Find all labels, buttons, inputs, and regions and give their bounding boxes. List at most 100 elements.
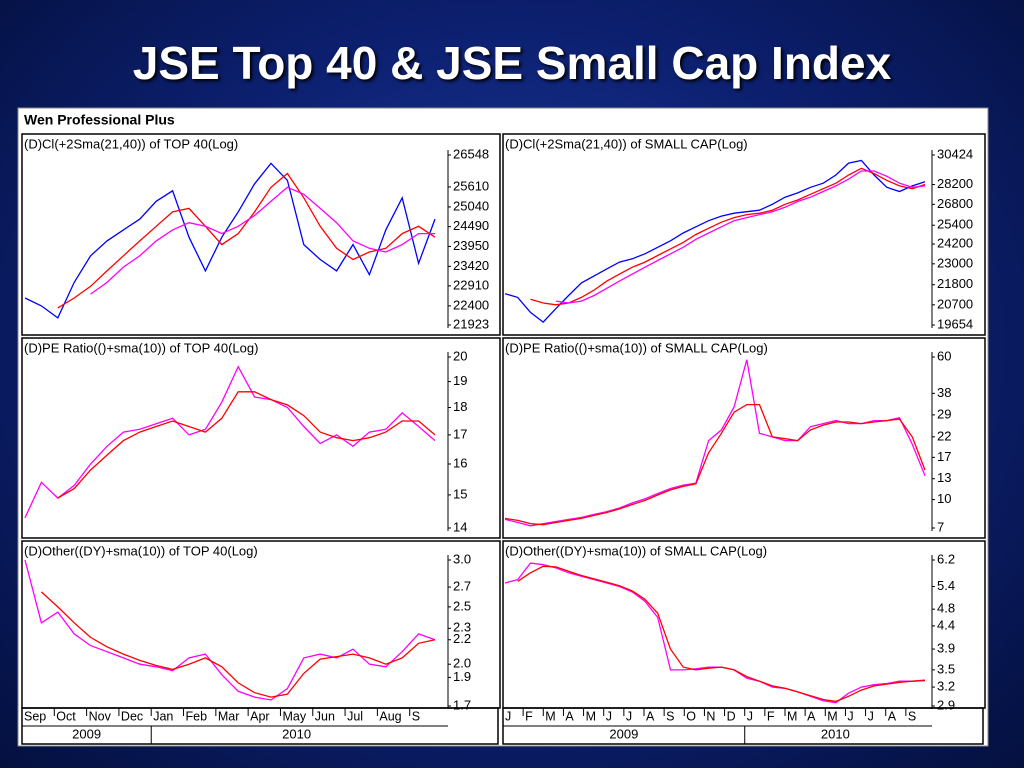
y-tick-label: 24200 [937, 235, 973, 250]
y-tick-label: 16 [453, 455, 467, 470]
year-label: 2010 [821, 726, 850, 741]
panel-title: (D)PE Ratio(()+sma(10)) of SMALL CAP(Log… [505, 340, 768, 355]
y-tick-label: 23950 [453, 238, 489, 253]
x-tick-label: S [412, 709, 420, 723]
x-tick-label: D [727, 709, 736, 723]
x-tick-label: Dec [121, 709, 143, 723]
y-tick-label: 25400 [937, 217, 973, 232]
series-line [24, 365, 436, 519]
x-tick-label: Oct [56, 709, 76, 723]
x-tick-label: F [767, 709, 775, 723]
y-tick-label: 21800 [937, 276, 973, 291]
x-tick-label: J [868, 709, 874, 723]
y-tick-label: 15 [453, 486, 467, 501]
series-line [57, 391, 436, 499]
x-tick-label: J [847, 709, 853, 723]
x-tick-label: S [666, 709, 674, 723]
y-tick-label: 3.2 [937, 679, 955, 694]
y-tick-label: 28200 [937, 176, 973, 191]
x-tick-label: Jul [347, 709, 363, 723]
y-tick-label: 22910 [453, 277, 489, 292]
y-tick-label: 20700 [937, 296, 973, 311]
y-tick-label: 3.0 [453, 551, 471, 566]
y-tick-label: 2.2 [453, 631, 471, 646]
x-tick-label: F [525, 709, 533, 723]
y-tick-label: 24490 [453, 218, 489, 233]
panel-frame [502, 337, 986, 539]
series-line [504, 159, 926, 323]
y-tick-label: 2.7 [453, 579, 471, 594]
x-tick-label: M [787, 709, 797, 723]
window-title: Wen Professional Plus [24, 112, 175, 128]
x-tick-label: N [706, 709, 715, 723]
y-tick-label: 19 [453, 373, 467, 388]
series-line [504, 403, 926, 526]
year-label: 2010 [282, 726, 311, 741]
y-tick-label: 1.9 [453, 669, 471, 684]
y-tick-label: 7 [937, 519, 944, 534]
x-tick-label: Jan [153, 709, 173, 723]
y-tick-label: 2.5 [453, 598, 471, 613]
panel-title: (D)Cl(+2Sma(21,40)) of TOP 40(Log) [24, 136, 238, 151]
y-tick-label: 1.7 [453, 697, 471, 712]
series-line [57, 172, 436, 309]
x-tick-label: A [888, 709, 897, 723]
y-tick-label: 13 [937, 470, 951, 485]
y-tick-label: 2.9 [937, 697, 955, 712]
y-tick-label: 19654 [937, 316, 973, 331]
y-tick-label: 22400 [453, 297, 489, 312]
x-tick-label: M [827, 709, 837, 723]
x-tick-label: A [565, 709, 574, 723]
panel-title: (D)Other((DY)+sma(10)) of TOP 40(Log) [24, 543, 258, 558]
x-tick-label: Aug [379, 709, 401, 723]
y-tick-label: 4.4 [937, 617, 955, 632]
series-line [530, 167, 926, 306]
year-label: 2009 [72, 726, 101, 741]
x-tick-label: J [505, 709, 511, 723]
y-tick-label: 6.2 [937, 551, 955, 566]
y-tick-label: 10 [937, 491, 951, 506]
x-tick-label: Apr [250, 709, 269, 723]
year-label: 2009 [609, 726, 638, 741]
y-tick-label: 22 [937, 428, 951, 443]
x-tick-label: J [606, 709, 612, 723]
y-tick-label: 23000 [937, 255, 973, 270]
panel-title: (D)Cl(+2Sma(21,40)) of SMALL CAP(Log) [505, 136, 748, 151]
y-tick-label: 30424 [937, 146, 973, 161]
x-tick-label: Nov [89, 709, 112, 723]
x-tick-label: A [646, 709, 655, 723]
y-tick-label: 17 [937, 449, 951, 464]
y-tick-label: 4.8 [937, 601, 955, 616]
x-tick-label: Mar [218, 709, 240, 723]
panel-frame [21, 133, 501, 336]
y-tick-label: 26800 [937, 196, 973, 211]
x-tick-label: M [586, 709, 596, 723]
series-line [40, 591, 436, 698]
x-tick-label: J [626, 709, 632, 723]
x-tick-label: May [282, 709, 306, 723]
y-tick-label: 3.9 [937, 641, 955, 656]
y-tick-label: 23420 [453, 258, 489, 273]
y-tick-label: 38 [937, 385, 951, 400]
series-line [24, 162, 436, 319]
x-tick-label: A [807, 709, 816, 723]
y-tick-label: 2.3 [453, 620, 471, 635]
y-tick-label: 25040 [453, 198, 489, 213]
x-tick-label: Jun [315, 709, 335, 723]
x-tick-label: Sep [24, 709, 46, 723]
x-tick-label: Feb [186, 709, 208, 723]
x-tick-label: M [545, 709, 555, 723]
y-tick-label: 14 [453, 519, 467, 534]
x-tick-label: O [686, 709, 696, 723]
series-line [24, 559, 436, 701]
y-tick-label: 25610 [453, 178, 489, 193]
series-line [517, 565, 926, 703]
y-tick-label: 60 [937, 348, 951, 363]
slide-title: JSE Top 40 & JSE Small Cap Index [132, 37, 892, 89]
y-tick-label: 5.4 [937, 578, 955, 593]
panel-frame [502, 133, 986, 336]
x-tick-label: S [908, 709, 916, 723]
x-tick-label: J [747, 709, 753, 723]
